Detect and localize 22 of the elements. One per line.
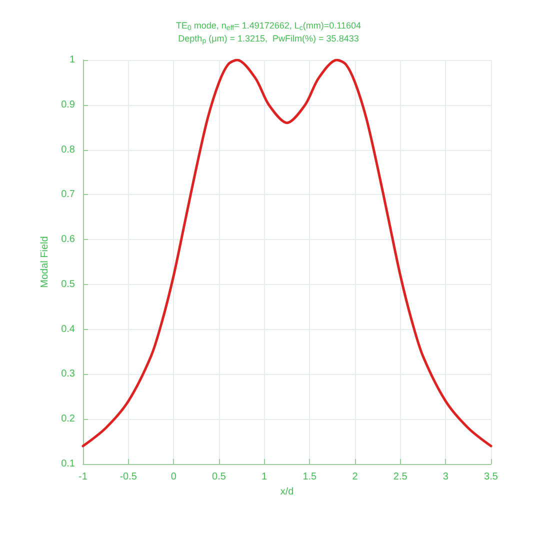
x-tick-label: 0 <box>170 472 177 482</box>
x-tick-label: -1 <box>78 472 88 482</box>
y-tick-label: 0.7 <box>61 189 76 200</box>
y-tick-label: 0.3 <box>61 368 76 380</box>
x-tick-label: 0.5 <box>212 472 226 482</box>
x-tick-label: 1 <box>262 472 268 482</box>
y-tick-label: 0.9 <box>61 99 76 110</box>
y-tick-label: 0.4 <box>61 324 76 335</box>
x-tick-label: 1.5 <box>302 472 318 482</box>
y-tick-label: 0.1 <box>61 458 76 470</box>
y-tick-label: 0.2 <box>61 414 76 425</box>
y-tick-label: 1 <box>69 54 76 66</box>
y-tick-label: 0.5 <box>61 278 76 290</box>
y-axis-title: Modal Field <box>40 236 51 288</box>
y-tick-label: 0.8 <box>61 144 76 156</box>
x-tick-label: 3 <box>442 472 449 482</box>
y-tick-label: 0.6 <box>61 234 76 246</box>
x-tick-label: -0.5 <box>120 472 138 482</box>
x-tick-label: 2 <box>352 472 358 482</box>
x-axis-title: x/d <box>280 486 294 498</box>
x-tick-label: 3.5 <box>484 472 498 482</box>
x-tick-label: 2.5 <box>393 472 408 482</box>
